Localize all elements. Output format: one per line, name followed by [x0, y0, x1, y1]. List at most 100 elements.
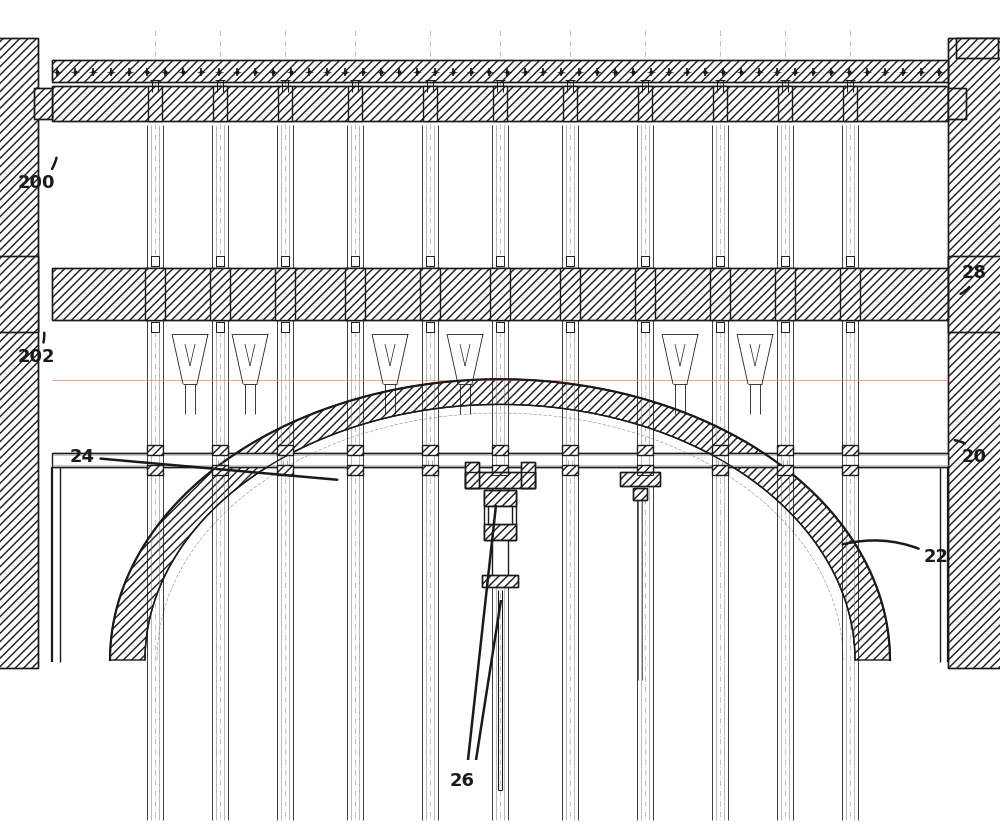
Bar: [846, 256, 854, 266]
Bar: [712, 445, 728, 455]
Bar: [151, 256, 159, 266]
Bar: [713, 86, 727, 121]
Bar: [347, 445, 363, 455]
Bar: [422, 445, 438, 455]
Bar: [496, 322, 504, 332]
Bar: [843, 86, 857, 121]
Bar: [0, 38, 38, 668]
Bar: [521, 462, 535, 488]
Bar: [635, 268, 655, 320]
Bar: [422, 465, 438, 475]
Bar: [281, 322, 289, 332]
Bar: [633, 488, 647, 500]
Bar: [281, 256, 289, 266]
Bar: [778, 86, 792, 121]
Bar: [213, 86, 227, 121]
Bar: [842, 465, 858, 475]
Bar: [521, 462, 535, 488]
Bar: [843, 86, 857, 121]
Bar: [948, 88, 966, 119]
Bar: [426, 322, 434, 332]
Bar: [712, 465, 728, 475]
Bar: [620, 472, 660, 486]
Bar: [212, 465, 228, 475]
Bar: [484, 490, 516, 540]
Bar: [956, 38, 998, 58]
Bar: [560, 268, 580, 320]
Bar: [641, 322, 649, 332]
Bar: [348, 86, 362, 121]
Bar: [347, 465, 363, 475]
Bar: [52, 60, 948, 82]
Text: 26: 26: [450, 772, 475, 790]
Bar: [212, 445, 228, 455]
Bar: [716, 322, 724, 332]
Bar: [777, 465, 793, 475]
Bar: [147, 465, 163, 475]
Bar: [465, 472, 535, 488]
Bar: [777, 445, 793, 455]
Bar: [778, 86, 792, 121]
Bar: [956, 38, 998, 58]
Bar: [777, 445, 793, 455]
Bar: [147, 445, 163, 455]
Bar: [482, 575, 518, 587]
Bar: [562, 445, 578, 455]
Bar: [347, 465, 363, 475]
Bar: [948, 256, 1000, 332]
Bar: [351, 256, 359, 266]
Bar: [490, 268, 510, 320]
Text: 24: 24: [70, 448, 337, 480]
Bar: [275, 268, 295, 320]
Bar: [351, 322, 359, 332]
Bar: [210, 268, 230, 320]
Bar: [148, 86, 162, 121]
Bar: [423, 86, 437, 121]
Bar: [562, 465, 578, 475]
Bar: [278, 86, 292, 121]
Polygon shape: [110, 380, 890, 660]
Bar: [34, 88, 52, 119]
Bar: [148, 86, 162, 121]
Bar: [781, 322, 789, 332]
Bar: [345, 268, 365, 320]
Bar: [484, 524, 516, 540]
Bar: [637, 465, 653, 475]
Bar: [493, 86, 507, 121]
Bar: [712, 465, 728, 475]
Bar: [210, 268, 230, 320]
Bar: [52, 268, 948, 320]
Bar: [638, 86, 652, 121]
Text: 20: 20: [955, 440, 987, 466]
Bar: [563, 86, 577, 121]
Bar: [492, 465, 508, 475]
Bar: [345, 268, 365, 320]
Bar: [948, 38, 1000, 668]
Bar: [840, 268, 860, 320]
Bar: [566, 256, 574, 266]
Bar: [562, 445, 578, 455]
Bar: [484, 490, 516, 506]
Bar: [842, 445, 858, 455]
Bar: [710, 268, 730, 320]
Bar: [145, 268, 165, 320]
Bar: [484, 524, 516, 540]
Bar: [712, 445, 728, 455]
Bar: [641, 256, 649, 266]
Bar: [566, 322, 574, 332]
Bar: [151, 322, 159, 332]
Bar: [638, 86, 652, 121]
Bar: [0, 38, 38, 668]
Bar: [490, 268, 510, 320]
Bar: [492, 465, 508, 475]
Bar: [216, 256, 224, 266]
Bar: [465, 472, 535, 488]
Bar: [562, 465, 578, 475]
Bar: [560, 268, 580, 320]
Bar: [710, 268, 730, 320]
Bar: [484, 490, 516, 506]
Bar: [635, 268, 655, 320]
Bar: [948, 38, 1000, 668]
Bar: [422, 445, 438, 455]
Bar: [493, 86, 507, 121]
